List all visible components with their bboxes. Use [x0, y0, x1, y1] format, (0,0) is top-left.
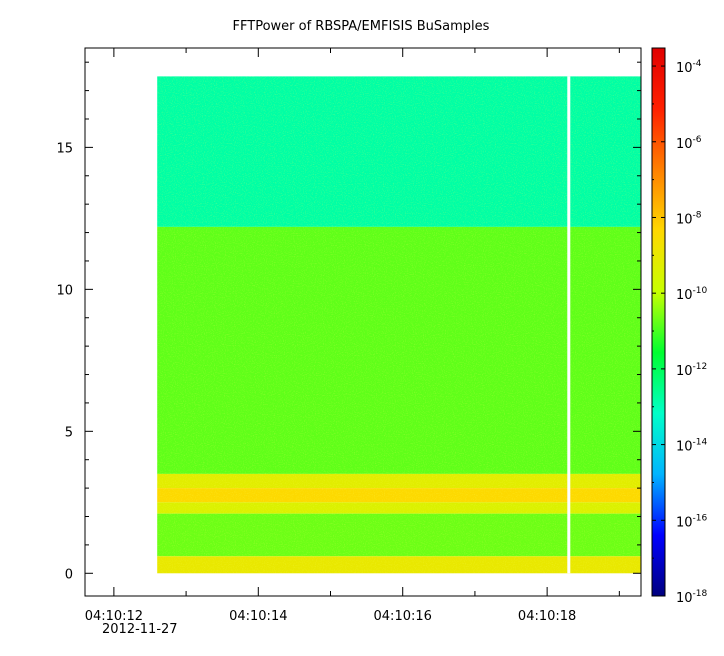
x-tick-label: 04:10:14 — [229, 609, 287, 624]
x-tick-label: 04:10:12 — [85, 609, 143, 624]
x-axis-date-label: 2012-11-27 — [102, 622, 178, 637]
colorbar-tick-label: 10-10 — [676, 286, 708, 303]
colorbar-tick-label: 10-14 — [676, 438, 708, 455]
data-gap — [567, 76, 571, 574]
x-tick-label: 04:10:16 — [374, 609, 432, 624]
y-tick-label: 15 — [56, 141, 73, 156]
colorbar-tick-label: 10-16 — [676, 513, 708, 530]
plot-frame-border — [84, 47, 642, 597]
y-axis: 0 5 10 15 — [56, 61, 641, 582]
spectrogram-noise — [157, 76, 641, 574]
colorbar-tick-label: 10-12 — [676, 362, 707, 379]
x-tick-label: 04:10:18 — [518, 609, 576, 624]
y-tick-label: 10 — [56, 283, 73, 298]
y-tick-label: 0 — [65, 567, 73, 582]
colorbar-tick-label: 10-18 — [676, 589, 708, 606]
colorbar-tick-label: 10-4 — [676, 59, 702, 76]
colorbar-tick-label: 10-8 — [676, 210, 702, 227]
chart-title: FFTPower of RBSPA/EMFISIS BuSamples — [233, 19, 490, 34]
y-tick-label: 5 — [65, 425, 73, 440]
x-axis: 04:10:12 04:10:14 04:10:16 04:10:18 — [85, 48, 620, 624]
colorbar-tick-label: 10-6 — [676, 135, 702, 152]
colorbar-axis: 10-4 10-6 10-8 10-10 10-12 10-14 10-16 10-18 — [652, 59, 708, 606]
colorbar — [651, 47, 666, 597]
